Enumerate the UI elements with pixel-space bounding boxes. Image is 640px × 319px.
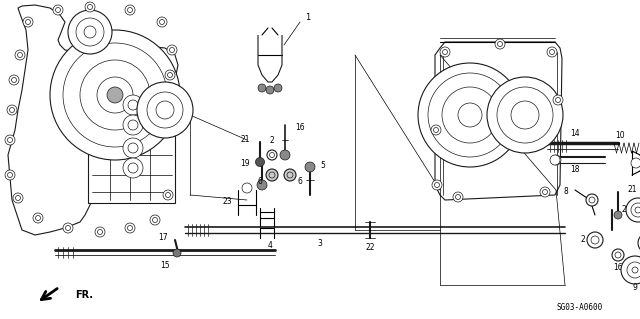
Text: 16: 16 <box>295 123 305 132</box>
Circle shape <box>173 249 181 257</box>
Circle shape <box>165 70 175 80</box>
Text: 4: 4 <box>268 241 273 249</box>
Text: 3: 3 <box>317 240 323 249</box>
Circle shape <box>23 17 33 27</box>
Circle shape <box>631 158 640 168</box>
Circle shape <box>85 2 95 12</box>
Text: 2: 2 <box>269 136 275 145</box>
Circle shape <box>257 180 267 190</box>
Text: 22: 22 <box>365 243 375 253</box>
Circle shape <box>163 190 173 200</box>
Text: 10: 10 <box>615 130 625 139</box>
Text: 21: 21 <box>628 186 637 195</box>
Text: 1: 1 <box>305 13 310 23</box>
Circle shape <box>9 75 19 85</box>
Circle shape <box>125 5 135 15</box>
Circle shape <box>123 158 143 178</box>
Text: 8: 8 <box>563 188 568 197</box>
Circle shape <box>614 211 622 219</box>
Text: 5: 5 <box>320 160 325 169</box>
Circle shape <box>167 45 177 55</box>
Text: 9: 9 <box>632 284 637 293</box>
Circle shape <box>274 84 282 92</box>
Circle shape <box>7 105 17 115</box>
Text: FR.: FR. <box>75 290 93 300</box>
Circle shape <box>53 5 63 15</box>
Circle shape <box>255 158 264 167</box>
Text: 17: 17 <box>158 234 168 242</box>
Circle shape <box>125 223 135 233</box>
Circle shape <box>305 162 315 172</box>
Circle shape <box>123 138 143 158</box>
Circle shape <box>638 233 640 253</box>
Circle shape <box>586 194 598 206</box>
Circle shape <box>431 125 441 135</box>
Circle shape <box>418 63 522 167</box>
Circle shape <box>280 150 290 160</box>
Circle shape <box>107 87 123 103</box>
Circle shape <box>550 155 560 165</box>
Text: 15: 15 <box>160 262 170 271</box>
Circle shape <box>487 77 563 153</box>
Circle shape <box>68 10 112 54</box>
Circle shape <box>612 249 624 261</box>
Text: 14: 14 <box>570 129 580 137</box>
Circle shape <box>547 47 557 57</box>
Circle shape <box>258 84 266 92</box>
Circle shape <box>553 95 563 105</box>
Text: 19: 19 <box>241 159 250 167</box>
Text: 16: 16 <box>613 263 623 272</box>
Circle shape <box>626 198 640 222</box>
Circle shape <box>95 227 105 237</box>
Circle shape <box>266 86 274 94</box>
Circle shape <box>63 223 73 233</box>
Circle shape <box>50 30 180 160</box>
Text: SG03-A0600: SG03-A0600 <box>557 303 603 313</box>
Text: 18: 18 <box>570 166 580 174</box>
Circle shape <box>15 50 25 60</box>
Circle shape <box>587 232 603 248</box>
Circle shape <box>13 193 23 203</box>
Text: 23: 23 <box>222 197 232 206</box>
Circle shape <box>284 169 296 181</box>
Text: 2: 2 <box>580 235 585 244</box>
Circle shape <box>150 215 160 225</box>
Text: 6: 6 <box>298 177 303 187</box>
Circle shape <box>432 180 442 190</box>
Circle shape <box>495 39 505 49</box>
Circle shape <box>621 256 640 284</box>
Text: 21: 21 <box>241 136 250 145</box>
Text: 20: 20 <box>622 205 632 214</box>
Circle shape <box>440 47 450 57</box>
Circle shape <box>123 115 143 135</box>
Circle shape <box>242 183 252 193</box>
Circle shape <box>266 169 278 181</box>
Circle shape <box>540 187 550 197</box>
Circle shape <box>5 170 15 180</box>
Circle shape <box>453 192 463 202</box>
Circle shape <box>551 155 561 165</box>
Circle shape <box>123 95 143 115</box>
Circle shape <box>5 135 15 145</box>
Circle shape <box>33 213 43 223</box>
Bar <box>88 88 175 203</box>
Circle shape <box>137 82 193 138</box>
Polygon shape <box>435 42 562 200</box>
Polygon shape <box>8 5 178 235</box>
Circle shape <box>157 17 167 27</box>
Text: 6: 6 <box>257 177 262 187</box>
